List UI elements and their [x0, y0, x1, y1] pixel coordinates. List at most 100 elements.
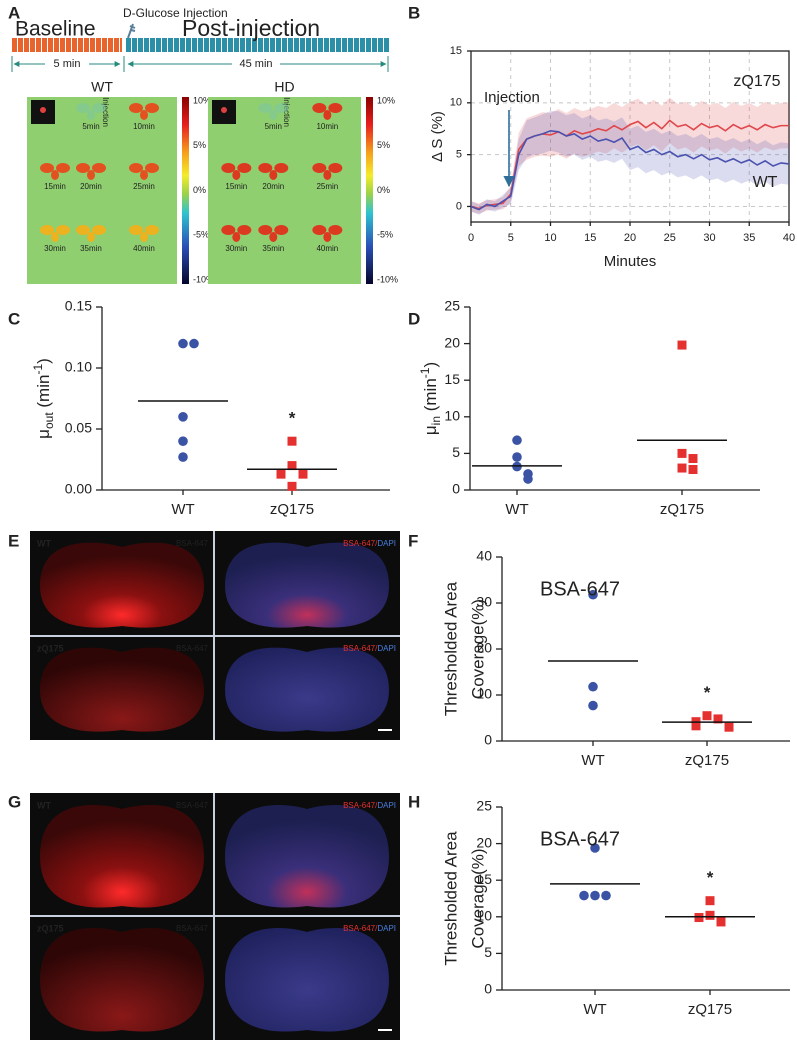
map-time: 40min — [316, 244, 338, 253]
x-tick-label: zQ175 — [270, 501, 314, 518]
map-blob — [140, 110, 148, 120]
map-time: 35min — [262, 244, 284, 253]
map-panel — [208, 97, 361, 284]
map-blob — [51, 170, 59, 180]
chart-f: F 0 10 20 30 40 WT zQ175 * BSA-647 Thresholded Are… — [408, 531, 790, 769]
series-line — [470, 129, 790, 211]
y-label-end: ) — [34, 358, 53, 364]
data-point — [702, 711, 712, 721]
map-time: 35min — [80, 244, 102, 253]
data-point — [287, 461, 297, 471]
plot-frame — [470, 50, 790, 223]
colorbar-label: -5% — [377, 230, 393, 240]
map-blob — [129, 225, 143, 235]
map-time: 20min — [262, 182, 284, 191]
y-label-symbol: μ — [34, 429, 53, 439]
span-label: 45 min — [239, 58, 272, 70]
panel-label: G — [8, 792, 21, 811]
x-tick-label: zQ175 — [685, 752, 729, 769]
baseline-stripes — [12, 38, 122, 52]
y-axis-label: Coverage(%) — [468, 848, 487, 948]
y-label-unit: (min — [34, 375, 53, 413]
map-blob — [328, 103, 343, 113]
x-tick-label: 15 — [584, 232, 596, 244]
map-blob — [92, 225, 106, 235]
y-label-symbol: μ — [421, 425, 440, 435]
y-tick-label: 10 — [476, 908, 492, 924]
chart-b: B 0 5 10 15 20 25 30 35 40 0 5 10 15 zQ175 WT Injection M… — [408, 3, 795, 269]
y-tick-label: 0.15 — [65, 298, 92, 314]
x-tick-label: 40 — [783, 232, 795, 244]
colorbar-label: 0% — [193, 185, 206, 195]
y-label-sub: out — [42, 412, 56, 429]
x-tick-label: WT — [505, 501, 528, 518]
y-tick-label: 15 — [450, 45, 462, 57]
y-tick-label: 30 — [476, 594, 492, 610]
map-blob — [312, 225, 327, 235]
significance: * — [704, 683, 711, 702]
merge-stain: BSA-647/ — [343, 644, 378, 653]
brain-section — [40, 647, 204, 732]
brain-section — [225, 647, 389, 732]
map-blob — [323, 110, 332, 120]
map-blob — [92, 103, 106, 113]
x-tick-label: 5 — [508, 232, 514, 244]
map-time: 30min — [225, 244, 247, 253]
data-point — [512, 435, 522, 446]
map-panel — [27, 97, 177, 284]
merge-label: BSA-647/DAPI — [343, 539, 396, 548]
y-axis-label: Thresholded Area — [441, 581, 460, 716]
map-time: 25min — [316, 182, 338, 191]
row-label: WT — [37, 800, 51, 810]
map-blob — [274, 163, 289, 173]
data-point — [677, 340, 687, 350]
x-axis-label: Minutes — [604, 253, 657, 270]
map-blob — [51, 232, 59, 242]
map-blob — [312, 103, 327, 113]
map-blob — [40, 163, 54, 173]
x-tick-label: 30 — [703, 232, 715, 244]
colorbar — [366, 97, 373, 284]
map-blob — [258, 163, 273, 173]
map-blob — [221, 163, 236, 173]
map-blob — [76, 103, 90, 113]
merge-label: BSA-647/DAPI — [343, 801, 396, 810]
map-blob — [328, 163, 343, 173]
map-blob — [258, 225, 273, 235]
map-blob — [145, 103, 159, 113]
map-blob — [323, 170, 332, 180]
y-tick-label: 15 — [444, 371, 460, 387]
y-tick-label: 0 — [484, 732, 492, 748]
map-title: HD — [274, 79, 294, 95]
y-tick-label: 10 — [450, 97, 462, 109]
map-injection-label: Injection — [101, 97, 110, 127]
y-tick-label: 20 — [476, 834, 492, 850]
y-tick-label: 0.05 — [65, 420, 92, 436]
map-blob — [129, 103, 143, 113]
map-blob — [87, 110, 95, 120]
x-tick-label: zQ175 — [688, 1001, 732, 1018]
row-label: zQ175 — [37, 643, 64, 653]
panel-label: H — [408, 792, 420, 811]
y-tick-label: 5 — [456, 149, 462, 161]
map-blob — [145, 225, 159, 235]
brain-section — [225, 927, 389, 1032]
map-blob — [140, 170, 148, 180]
y-tick-label: 10 — [444, 408, 460, 424]
x-tick-label: 25 — [664, 232, 676, 244]
baseline-label: Baseline — [15, 18, 96, 41]
colorbar-label: 0% — [377, 185, 390, 195]
y-tick-label: 5 — [484, 944, 492, 960]
data-point — [716, 917, 726, 927]
x-tick-label: WT — [171, 501, 194, 518]
colorbar-label: 10% — [193, 95, 211, 105]
panel-g: G WT BSA-647 BSA-647/DAPI zQ175 BSA-647 BSA-64… — [8, 792, 400, 1040]
map-blob — [87, 232, 95, 242]
brain-section — [40, 542, 204, 628]
significance: * — [289, 409, 296, 428]
x-tick-label: 35 — [743, 232, 755, 244]
panel-label: A — [8, 3, 20, 22]
y-axis-label: μin (min-1) — [418, 362, 443, 435]
